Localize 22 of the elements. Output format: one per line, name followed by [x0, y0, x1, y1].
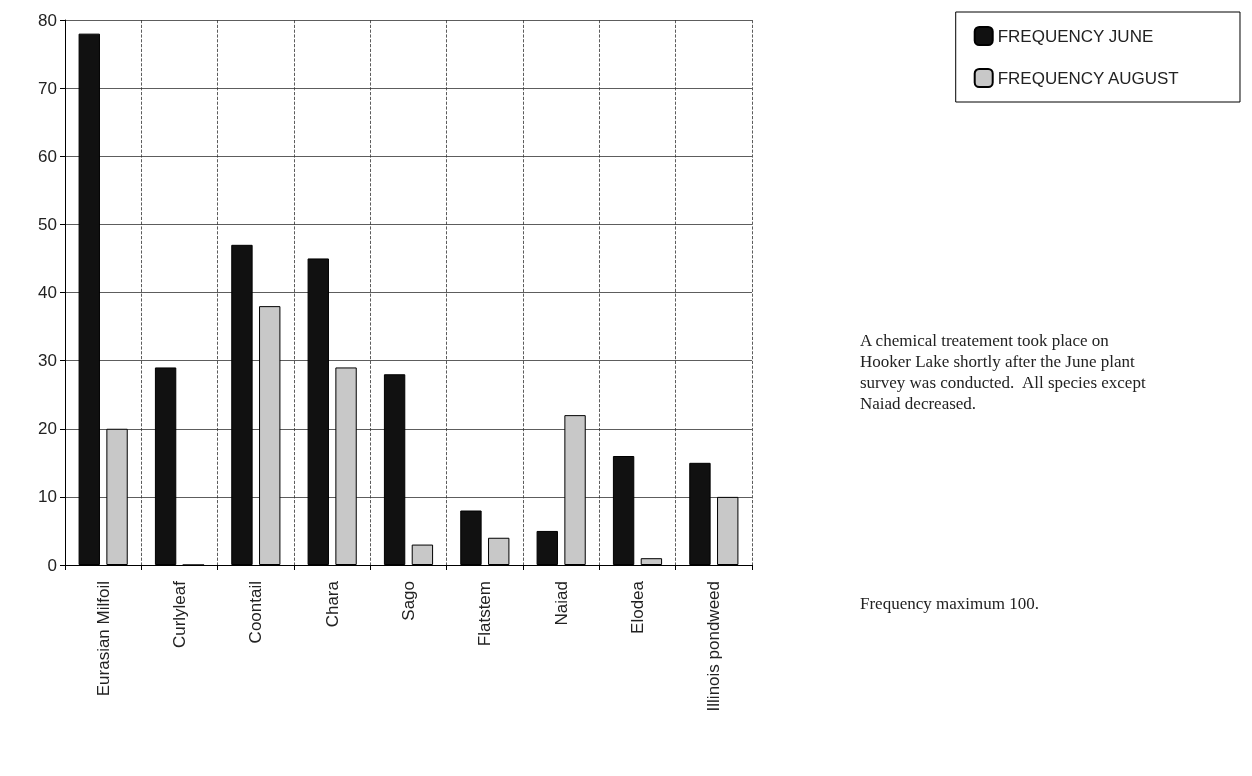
x-tick-label: Illinois pondweed	[704, 581, 724, 712]
y-tick-label: 20	[38, 419, 57, 439]
x-tick-label: Naiad	[551, 581, 571, 626]
x-tick-label: Eurasian Milfoil	[93, 581, 113, 697]
y-tick-label: 10	[38, 487, 57, 507]
y-tick-label: 80	[38, 10, 57, 30]
y-tick-label: 40	[38, 283, 57, 302]
y-tick-label: 70	[38, 78, 57, 98]
x-tick-label: Coontail	[246, 581, 266, 644]
legend-label: FREQUENCY JUNE	[997, 26, 1154, 46]
x-tick-label: Sago	[399, 581, 418, 621]
text: Frequency maximum 100.	[860, 594, 1039, 613]
y-tick-label: 30	[38, 351, 57, 371]
legend-label: FREQUENCY AUGUST	[997, 68, 1179, 88]
y-tick-label: 60	[38, 146, 57, 166]
x-tick-label: Elodea	[628, 580, 647, 634]
text: A chemical treatement took place on Hooker Lake shortly after the June plant survey was conducted. All species except Naiad decreased.	[860, 331, 1150, 413]
y-tick-label: 0	[47, 555, 57, 575]
x-tick-label: Chara	[322, 580, 342, 628]
x-tick-label: Curlyleaf	[170, 580, 189, 649]
x-tick-label: Flatstem	[475, 581, 495, 647]
y-tick-label: 50	[38, 214, 57, 234]
